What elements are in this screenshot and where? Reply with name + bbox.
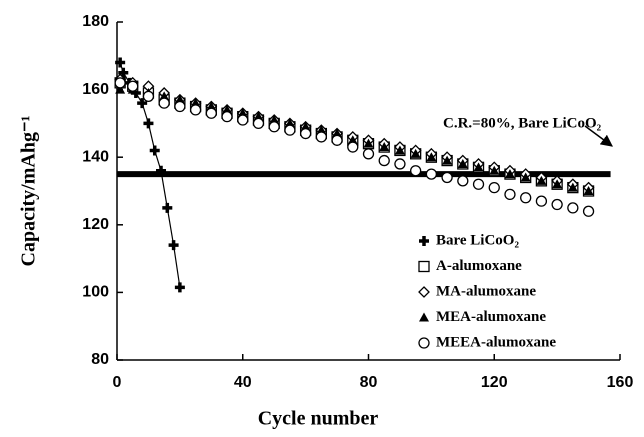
data-point — [174, 282, 185, 293]
legend-label: MEA-alumoxane — [436, 309, 546, 325]
y-tick-label: 120 — [82, 216, 109, 233]
legend-marker — [419, 236, 429, 246]
data-point — [205, 107, 217, 119]
data-point — [583, 186, 594, 195]
data-point — [379, 142, 390, 152]
x-tick-label: 120 — [481, 374, 508, 391]
data-point — [142, 90, 155, 103]
data-point — [118, 67, 129, 78]
data-point — [174, 100, 186, 113]
data-point — [535, 195, 548, 207]
legend-marker — [418, 260, 430, 273]
data-point — [156, 165, 167, 176]
data-point — [567, 182, 578, 192]
data-point — [149, 145, 160, 156]
data-point — [504, 188, 516, 201]
data-point — [115, 84, 126, 94]
data-point — [425, 168, 438, 180]
x-tick-label: 0 — [113, 374, 122, 391]
data-point — [520, 192, 532, 204]
y-tick-label: 160 — [82, 81, 109, 98]
data-point — [426, 152, 437, 162]
data-point — [410, 148, 421, 158]
data-point — [504, 169, 515, 179]
data-point — [347, 141, 359, 153]
data-point — [488, 181, 500, 194]
x-axis-label: Cycle number — [258, 408, 379, 430]
legend-marker — [418, 337, 430, 349]
data-point — [520, 172, 531, 182]
data-point — [268, 121, 280, 133]
legend-label: MA-alumoxane — [436, 283, 536, 299]
data-point — [315, 131, 327, 143]
legend-label: MEEA-alumoxane — [436, 334, 556, 350]
data-point — [394, 145, 405, 155]
legend-label: Bare LiCoO₂ — [436, 232, 519, 248]
data-point — [143, 118, 154, 129]
data-point — [442, 155, 453, 165]
data-point — [299, 127, 312, 140]
annotation-arrow — [584, 125, 613, 147]
legend-marker — [419, 312, 429, 322]
data-point — [567, 202, 579, 214]
data-point — [168, 240, 179, 251]
y-axis-label: Capacity/mAhg⁻¹ — [18, 116, 40, 267]
legend-marker — [418, 286, 430, 298]
data-point — [189, 104, 202, 116]
data-point — [115, 57, 126, 68]
x-tick-label: 40 — [234, 374, 252, 391]
y-tick-label: 140 — [82, 148, 109, 165]
y-tick-label: 100 — [82, 284, 109, 301]
data-point — [362, 148, 375, 160]
data-point — [237, 114, 249, 126]
data-point — [363, 138, 374, 148]
data-point — [489, 165, 500, 175]
data-point — [551, 198, 563, 211]
data-point — [252, 117, 265, 130]
data-point — [582, 205, 595, 217]
data-point — [552, 179, 563, 189]
data-point — [158, 97, 170, 109]
data-point — [457, 158, 468, 168]
y-tick-label: 80 — [91, 351, 109, 368]
data-point — [394, 158, 406, 170]
data-point — [114, 77, 126, 89]
data-point — [472, 178, 485, 190]
data-point — [284, 124, 296, 136]
data-point — [331, 134, 343, 146]
data-point — [127, 80, 139, 92]
data-point — [378, 154, 390, 167]
data-point — [473, 162, 484, 172]
y-tick-label: 180 — [82, 13, 109, 30]
legend-label: A-alumoxane — [436, 258, 522, 274]
data-point — [410, 165, 422, 177]
data-point — [137, 98, 148, 109]
data-point — [536, 175, 547, 185]
data-point — [457, 175, 469, 187]
x-tick-label: 160 — [607, 374, 634, 391]
annotation: C.R.=80%, Bare LiCoO₂ — [443, 115, 602, 131]
data-point — [441, 171, 453, 184]
x-tick-label: 80 — [360, 374, 378, 391]
data-point — [162, 202, 173, 213]
data-point — [221, 110, 233, 123]
